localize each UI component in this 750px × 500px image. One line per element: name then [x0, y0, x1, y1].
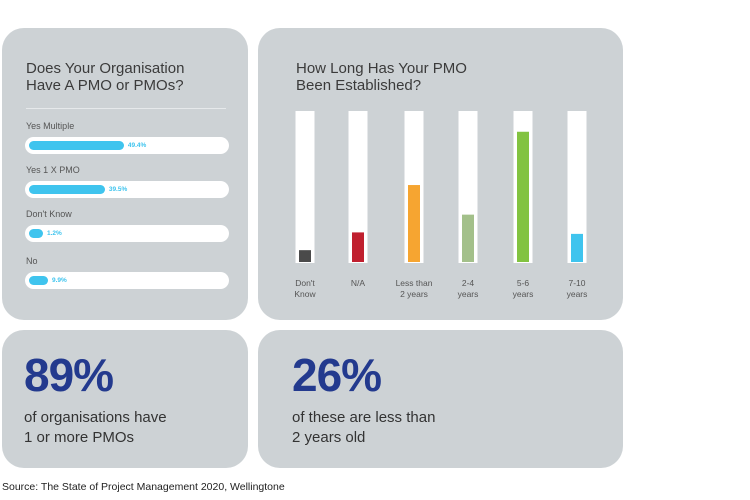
pmo-existence-panel: Does Your Organisation Have A PMO or PMO…	[2, 28, 248, 320]
hbar-category-label: Don't Know	[26, 209, 72, 219]
hbar-track: 39.5%	[25, 181, 229, 198]
source-note: Source: The State of Project Management …	[2, 481, 285, 493]
title-divider	[26, 108, 226, 109]
hbar-value-label: 1.2%	[47, 230, 62, 237]
vbar-category-label: 5-6 years	[513, 278, 534, 299]
hbar-category-label: Yes Multiple	[26, 121, 75, 131]
vbar	[299, 250, 311, 262]
hbar-value-label: 9.9%	[52, 277, 67, 284]
vbar-category-label: Less than 2 years	[396, 278, 433, 299]
hbar-category-label: Yes 1 X PMO	[26, 165, 80, 175]
hbar-row: Don't Know 1.2%	[25, 209, 230, 249]
hbar-track: 1.2%	[25, 225, 229, 242]
hbar-row: Yes 1 X PMO 39.5%	[25, 165, 230, 205]
hbar	[29, 141, 124, 150]
pmo-age-title: How Long Has Your PMO Been Established?	[296, 60, 467, 94]
pmo-existence-title: Does Your Organisation Have A PMO or PMO…	[26, 60, 185, 94]
vbar-track	[295, 111, 315, 263]
hbar-row: Yes Multiple 49.4%	[25, 121, 230, 161]
stat-description-89: of organisations have 1 or more PMOs	[24, 409, 167, 446]
stat-panel-pmo-count: 89% of organisations have 1 or more PMOs	[2, 330, 248, 468]
vbar	[352, 232, 364, 262]
vbar	[571, 233, 583, 262]
vbar-category-label: N/A	[351, 278, 366, 288]
vbar-track	[567, 111, 587, 263]
stat-value-89: 89%	[24, 349, 114, 401]
stat-panel-pmo-age: 26% of these are less than 2 years old	[258, 330, 623, 468]
stat-value-26: 26%	[292, 349, 382, 401]
vbar	[462, 214, 474, 262]
vbar-category-label: 7-10 years	[567, 278, 588, 299]
hbar-value-label: 49.4%	[127, 142, 147, 149]
hbar	[29, 185, 105, 194]
hbar	[29, 276, 48, 285]
pmo-age-chart: Don't Know N/A Less than 2 years 2-4 years 5-6 y…	[294, 111, 588, 299]
hbar-track: 9.9%	[25, 272, 229, 289]
vbar-category-label: Don't Know	[294, 278, 316, 299]
pmo-age-panel: How Long Has Your PMO Been Established? …	[258, 28, 623, 320]
hbar-value-label: 39.5%	[108, 186, 128, 193]
hbar-track: 49.4%	[25, 137, 229, 154]
vbar-track	[348, 111, 368, 263]
hbar-row: No 9.9%	[25, 256, 230, 296]
stat-description-26: of these are less than 2 years old	[292, 409, 436, 446]
vbar	[408, 185, 420, 262]
vbar-category-label: 2-4 years	[458, 278, 479, 299]
hbar	[29, 229, 43, 238]
hbar-category-label: No	[26, 256, 38, 266]
vbar	[517, 131, 529, 262]
